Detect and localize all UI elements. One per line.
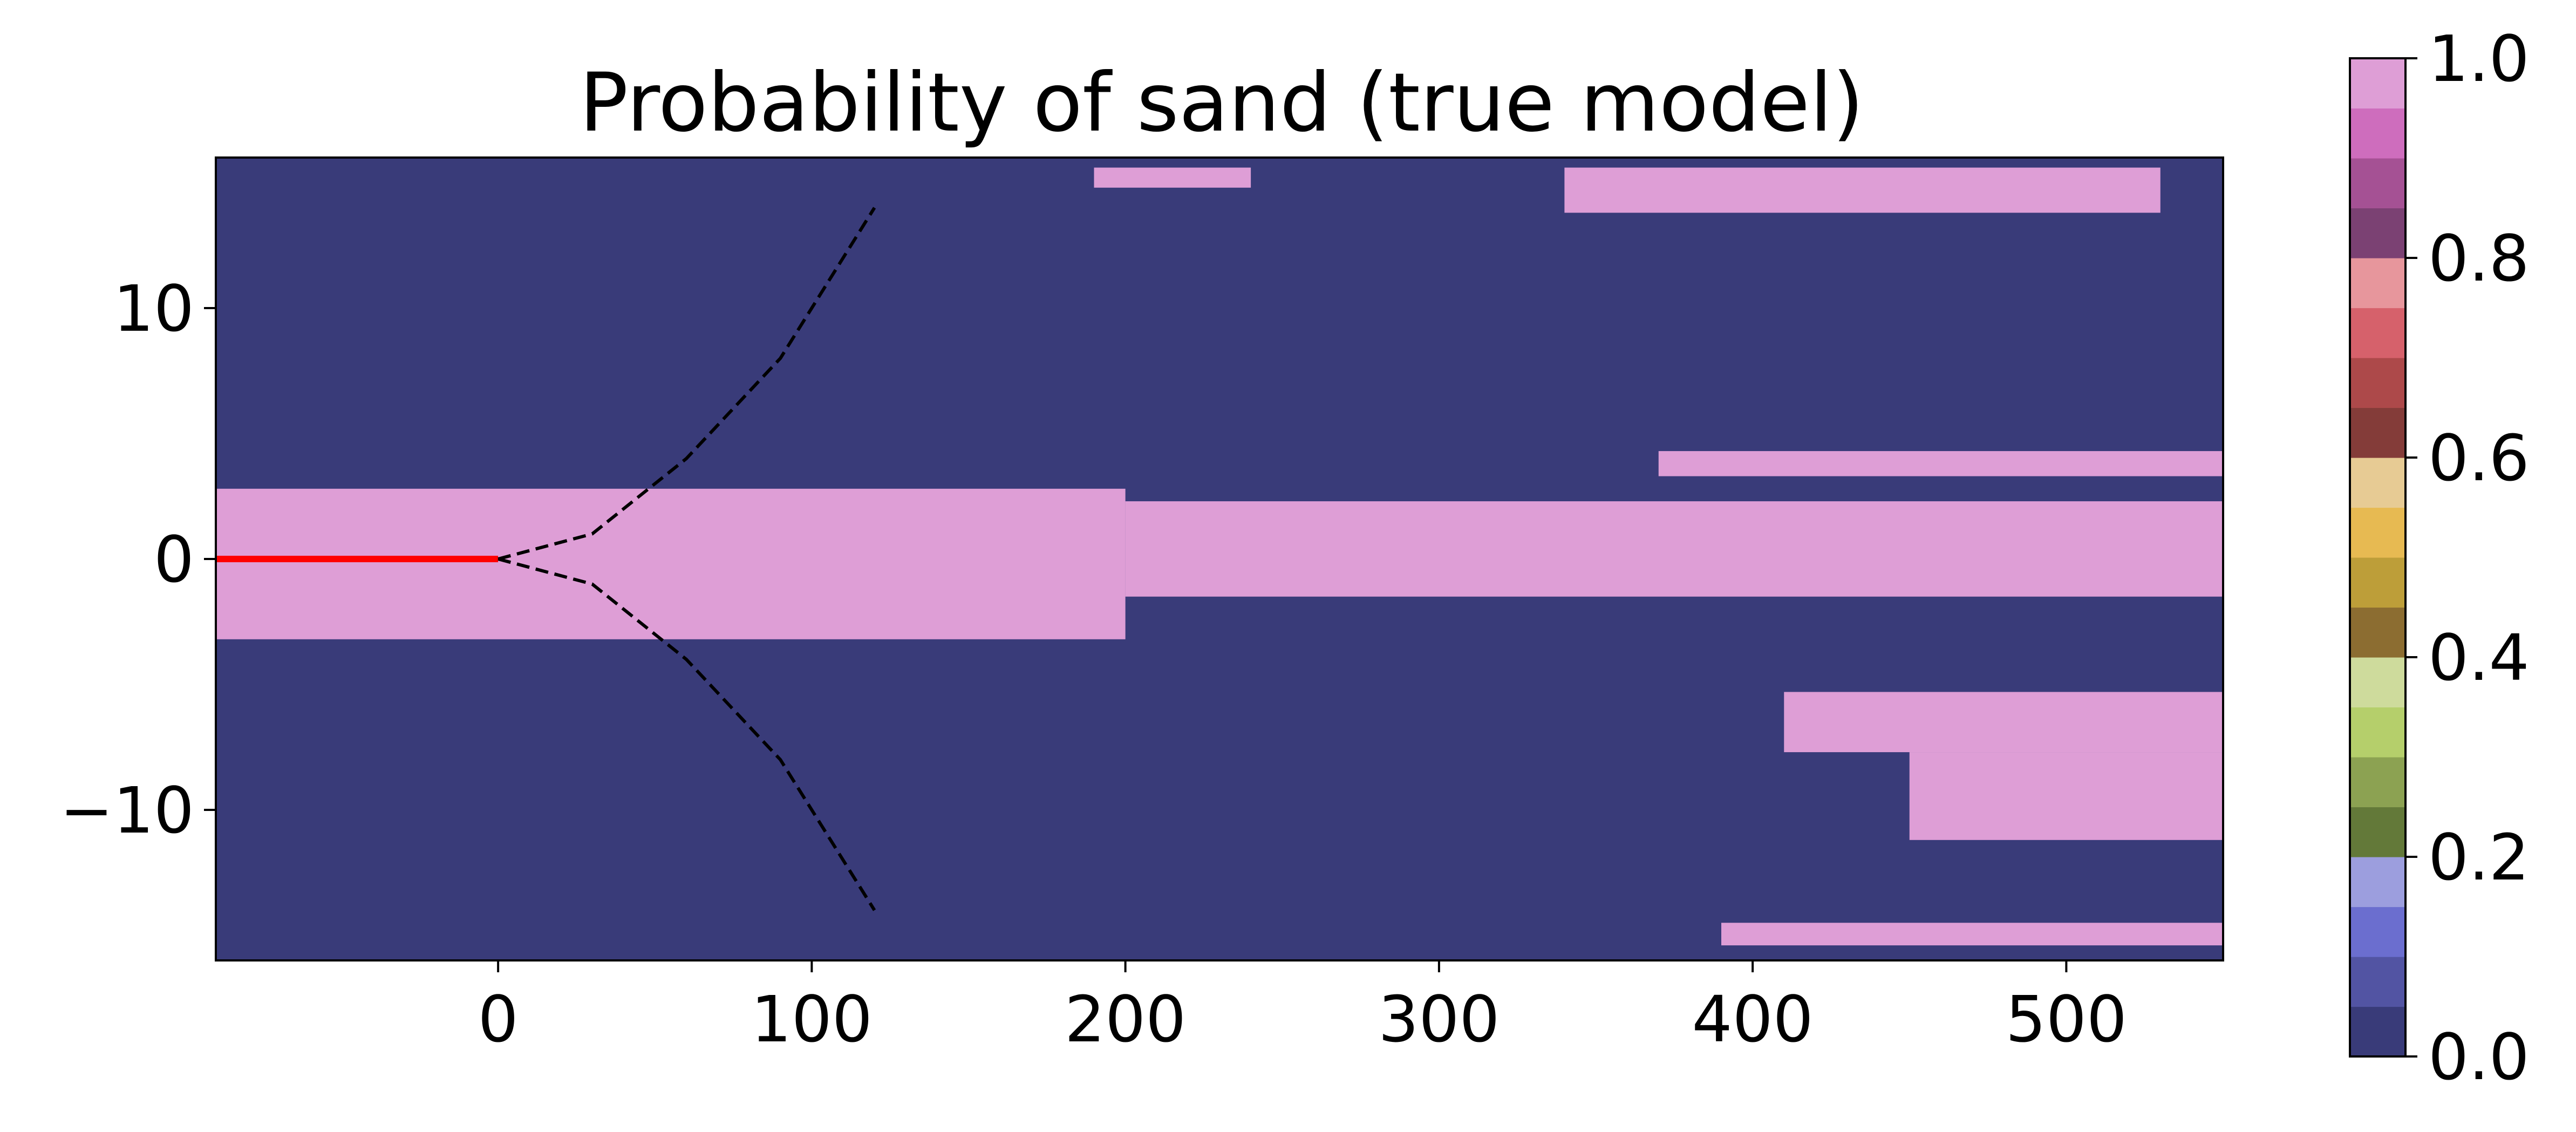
colorbar-swatch <box>2350 807 2405 857</box>
colorbar-swatch <box>2350 857 2405 908</box>
colorbar-tick-label: 0.0 <box>2428 1020 2530 1094</box>
colorbar-tick-label: 0.8 <box>2428 221 2530 296</box>
plot-area <box>215 156 2224 961</box>
colorbar-swatch <box>2350 957 2405 1007</box>
sand-region-7 <box>1094 167 1251 188</box>
colorbar-swatch <box>2350 607 2405 658</box>
y-tick-label: 10 <box>113 271 194 346</box>
colorbar-swatch <box>2350 208 2405 258</box>
colorbar-swatch <box>2350 308 2405 358</box>
colorbar-tick-label: 0.6 <box>2428 421 2530 495</box>
x-tick-label: 0 <box>478 982 519 1056</box>
x-axis: 0 100 200 300 400 500 <box>478 960 2127 1056</box>
colorbar-swatch <box>2350 1006 2405 1057</box>
colorbar-tick-label: 0.2 <box>2428 820 2530 895</box>
sand-region-1 <box>216 602 279 606</box>
colorbar-swatch <box>2350 407 2405 458</box>
x-tick-label: 400 <box>1692 982 1814 1056</box>
x-tick-label: 200 <box>1065 982 1186 1056</box>
sand-region-8 <box>1564 167 2161 213</box>
x-tick-label: 500 <box>2006 982 2127 1056</box>
colorbar-swatch <box>2350 757 2405 808</box>
colorbar-swatch <box>2350 158 2405 209</box>
colorbar-swatch <box>2350 58 2405 109</box>
x-tick-label: 100 <box>751 982 873 1056</box>
y-axis: −10 0 10 <box>60 271 216 848</box>
colorbar-swatch <box>2350 258 2405 309</box>
sand-region-4 <box>1784 692 2223 753</box>
colorbar-swatch <box>2350 906 2405 957</box>
sand-region-2 <box>1125 501 2223 597</box>
colorbar-swatch <box>2350 557 2405 608</box>
colorbar-swatch <box>2350 507 2405 558</box>
y-tick-label: −10 <box>60 773 194 848</box>
x-tick-label: 300 <box>1378 982 1500 1056</box>
colorbar-swatch <box>2350 458 2405 508</box>
dashed-line-2 <box>498 557 876 911</box>
colorbar: 0.0 0.2 0.4 0.6 0.8 1.0 <box>2349 22 2530 1094</box>
colorbar-swatch <box>2350 657 2405 708</box>
sand-region-5 <box>1909 752 2223 840</box>
colorbar-tick-label: 0.4 <box>2428 620 2530 695</box>
colorbar-swatch <box>2350 707 2405 758</box>
colorbar-swatch <box>2350 108 2405 159</box>
sand-region-3 <box>1658 451 2223 476</box>
chart-title: Probability of sand (true model) <box>580 56 1864 150</box>
colorbar-swatch <box>2350 358 2405 408</box>
sand-region-6 <box>1721 923 2223 946</box>
y-tick-label: 0 <box>154 522 194 597</box>
sand-region-0 <box>216 488 1126 639</box>
dashed-line-1 <box>498 207 876 561</box>
colorbar-tick-label: 1.0 <box>2428 22 2530 96</box>
colorbar-frame <box>2349 57 2407 1058</box>
